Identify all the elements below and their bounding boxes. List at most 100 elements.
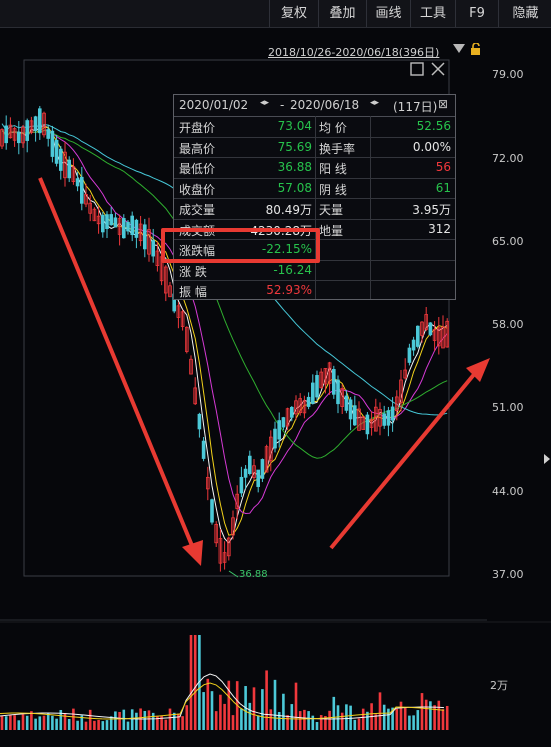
volume-average-line	[0, 673, 445, 720]
volume-bar	[240, 708, 243, 730]
tools-button[interactable]: 工具	[410, 0, 455, 27]
candle-body	[256, 469, 260, 487]
candle-body	[59, 148, 63, 171]
volume-average-line	[0, 682, 445, 720]
candle-body	[142, 224, 147, 250]
candle-body	[29, 120, 34, 133]
candle-body	[16, 131, 21, 144]
candle-body	[331, 369, 336, 395]
date-separator: -	[280, 98, 285, 112]
maximize-icon[interactable]	[410, 62, 424, 76]
panel-header: 2020/01/02 ◂▸ - 2020/06/18 ◂▸ (117日) ⊠	[174, 95, 455, 117]
lock-icon[interactable]	[470, 43, 482, 55]
candle-body	[88, 202, 93, 214]
volume-bar	[252, 687, 256, 730]
draw-line-button[interactable]: 画线	[366, 0, 410, 27]
y-tick: 58.00	[492, 318, 524, 331]
candle-body	[92, 208, 97, 222]
date-range-label[interactable]: 2018/10/26-2020/06/18(396日)	[268, 46, 440, 59]
volume-bar	[248, 702, 252, 730]
volume-bar	[97, 719, 100, 730]
candle-body	[310, 382, 315, 404]
candle-body	[327, 362, 332, 384]
candle-body	[285, 408, 290, 427]
down-arrow-shaft	[38, 177, 195, 549]
candle-body	[411, 339, 416, 351]
stat-label: 最低价	[179, 162, 216, 176]
candle-body	[302, 400, 307, 414]
candle-body	[369, 419, 374, 428]
candle-body	[260, 459, 265, 479]
candle-body	[239, 476, 244, 494]
volume-bar	[408, 715, 411, 730]
stat-value: 57.08	[277, 180, 312, 195]
up-arrow-head	[466, 358, 490, 382]
volume-bar	[332, 696, 336, 730]
candle-body	[336, 379, 340, 405]
volume-bar	[412, 715, 415, 730]
day-count: (117日)	[393, 100, 438, 114]
volume-bar	[143, 710, 147, 730]
volume-bar	[294, 682, 298, 730]
candle-body	[38, 108, 42, 134]
f9-button[interactable]: F9	[455, 0, 498, 27]
candle-body	[436, 327, 441, 347]
panel-close-icon[interactable]: ⊠	[438, 97, 449, 111]
volume-bar	[227, 680, 231, 730]
candle-body	[264, 446, 269, 473]
stat-label: 振 幅	[179, 285, 207, 299]
candle-body	[134, 219, 139, 238]
candle-body	[4, 125, 9, 144]
candle-body	[155, 250, 160, 266]
candle-body	[147, 229, 151, 255]
overlay-button[interactable]: 叠加	[318, 0, 366, 27]
candle-body	[365, 414, 370, 435]
stat-label: 阳 线	[319, 162, 347, 176]
candle-body	[214, 524, 219, 544]
volume-bar	[256, 715, 260, 730]
volume-bar	[403, 707, 407, 730]
volume-bar	[185, 705, 189, 730]
close-icon[interactable]	[431, 62, 445, 76]
range-dropdown-icon[interactable]	[453, 44, 465, 53]
candle-body	[176, 305, 181, 318]
hide-button[interactable]: 隐藏	[498, 0, 551, 27]
volume-bar	[164, 719, 168, 730]
volume-bar	[101, 721, 105, 730]
stat-label: 成交量	[179, 203, 216, 217]
y-tick: 37.00	[492, 568, 524, 581]
annotation-arrows	[38, 177, 490, 566]
candle-body	[340, 388, 344, 407]
candle-body	[80, 176, 84, 204]
candle-body	[222, 552, 227, 563]
candle-body	[441, 326, 445, 349]
y-tick: 65.00	[492, 235, 524, 248]
end-date: 2020/06/18	[290, 98, 360, 112]
prev-next-icon[interactable]: ◂▸	[370, 98, 380, 108]
candle-body	[231, 517, 235, 536]
candle-body	[71, 166, 76, 183]
volume-bar	[4, 716, 8, 730]
candle-body	[75, 178, 80, 187]
change-highlight-box	[161, 228, 320, 263]
volume-bar	[160, 715, 163, 730]
candle-body	[25, 120, 29, 141]
expand-right-icon[interactable]	[544, 454, 550, 464]
volume-bar	[273, 679, 277, 730]
volume-bar	[269, 709, 273, 730]
y-tick: 72.00	[492, 152, 524, 165]
volume-bar	[445, 705, 449, 730]
volume-bar	[214, 711, 218, 730]
stat-value: -16.24	[273, 262, 312, 277]
candle-body	[109, 214, 114, 226]
candle-body	[130, 215, 135, 236]
fuquan-button[interactable]: 复权	[269, 0, 318, 27]
prev-next-icon[interactable]: ◂▸	[260, 98, 270, 108]
stat-label: 开盘价	[179, 121, 216, 135]
candle-body	[84, 194, 88, 205]
volume-bar	[122, 709, 126, 730]
volume-bar	[261, 689, 264, 730]
stat-value: 36.88	[277, 160, 312, 174]
candle-body	[243, 468, 248, 478]
candle-body	[390, 406, 395, 421]
